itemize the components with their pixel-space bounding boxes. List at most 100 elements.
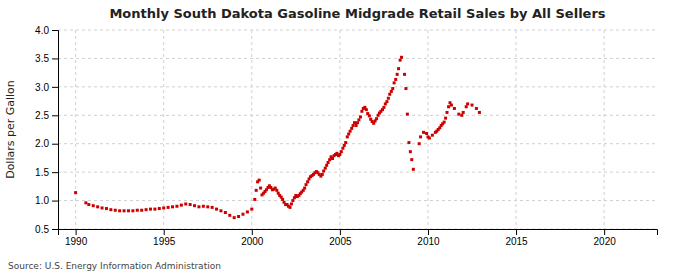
point (425, 132, 428, 135)
point (197, 205, 200, 208)
grid-line (58, 200, 657, 201)
tick: 1995 (153, 229, 176, 247)
tick-label: 0.5 (35, 224, 49, 235)
point (162, 206, 165, 209)
grid-line (58, 143, 657, 144)
tick-mark (52, 58, 58, 59)
point (419, 135, 422, 138)
point (404, 87, 407, 90)
point (171, 205, 174, 208)
point (444, 117, 447, 120)
point (180, 204, 183, 207)
point (410, 158, 413, 161)
point (471, 104, 474, 107)
grid-line (58, 58, 657, 59)
grid-line (516, 30, 517, 229)
point (109, 208, 112, 211)
point (341, 147, 344, 150)
point (127, 209, 130, 212)
point (397, 67, 400, 70)
tick-mark (52, 229, 58, 230)
point (388, 93, 391, 96)
tick: 2015 (505, 229, 528, 247)
tick: 1.0 (35, 195, 58, 206)
tick-mark (52, 87, 58, 88)
point (237, 215, 240, 218)
source: Source: U.S. Energy Information Administ… (8, 261, 221, 271)
point (215, 208, 218, 211)
point (350, 127, 353, 130)
tick-mark (52, 30, 58, 31)
point (167, 206, 170, 209)
point (407, 141, 410, 144)
point (96, 205, 99, 208)
point (391, 87, 394, 90)
point (343, 144, 346, 147)
point (140, 209, 143, 212)
point (347, 133, 350, 136)
point (390, 90, 393, 93)
tick: 2005 (329, 229, 352, 247)
grid-line (604, 30, 605, 229)
grid-line (251, 30, 252, 229)
tick-label: 2010 (417, 236, 440, 247)
point (331, 157, 334, 160)
tick-mark (428, 229, 429, 235)
point (322, 170, 325, 173)
plot: 19901995200020052010201520200.51.01.52.0… (35, 25, 657, 247)
tick-mark (76, 229, 77, 235)
point (460, 114, 463, 117)
axis-line (52, 31, 59, 230)
point (394, 78, 397, 81)
point (101, 206, 104, 209)
tick-label: 3.5 (35, 53, 49, 64)
point (393, 81, 396, 84)
point (224, 211, 227, 214)
point (193, 204, 196, 207)
grid-line (75, 30, 76, 229)
tick-mark (52, 201, 58, 202)
point (360, 110, 363, 113)
point (184, 202, 187, 205)
tick: 3.5 (35, 53, 58, 64)
point (206, 205, 209, 208)
point (324, 167, 327, 170)
point (453, 107, 456, 110)
tick: 2020 (594, 229, 617, 247)
tick: 2.0 (35, 138, 58, 149)
y-axis-title: Dollars per Gallon (4, 80, 17, 179)
point (123, 209, 126, 212)
tick-mark (604, 229, 605, 235)
point (253, 198, 256, 201)
point (327, 161, 330, 164)
point (290, 202, 293, 205)
tick-mark (52, 144, 58, 145)
grid-line (58, 115, 657, 116)
tick-mark (52, 172, 58, 173)
tick-label: 2.5 (35, 110, 49, 121)
point (365, 108, 368, 111)
point (457, 113, 460, 116)
title: Monthly South Dakota Gasoline Midgrade R… (109, 6, 605, 21)
tick-mark (164, 229, 165, 235)
tick-label: 1990 (65, 236, 88, 247)
point (400, 56, 403, 59)
tick-label: 2.0 (35, 138, 49, 149)
grid-line (58, 172, 657, 173)
point (233, 216, 236, 219)
tick-label: 4.0 (35, 25, 49, 36)
point (328, 158, 331, 161)
point (445, 111, 448, 114)
point (352, 124, 355, 127)
point (289, 206, 292, 209)
point (412, 168, 415, 171)
point (375, 117, 378, 120)
tick-label: 1.5 (35, 167, 49, 178)
y-axis: 0.51.01.52.02.53.03.54.0 (35, 25, 58, 235)
point (153, 208, 156, 211)
point (462, 111, 465, 114)
point (258, 179, 261, 182)
grid-line (339, 30, 340, 229)
point (92, 204, 95, 207)
point (105, 207, 108, 210)
